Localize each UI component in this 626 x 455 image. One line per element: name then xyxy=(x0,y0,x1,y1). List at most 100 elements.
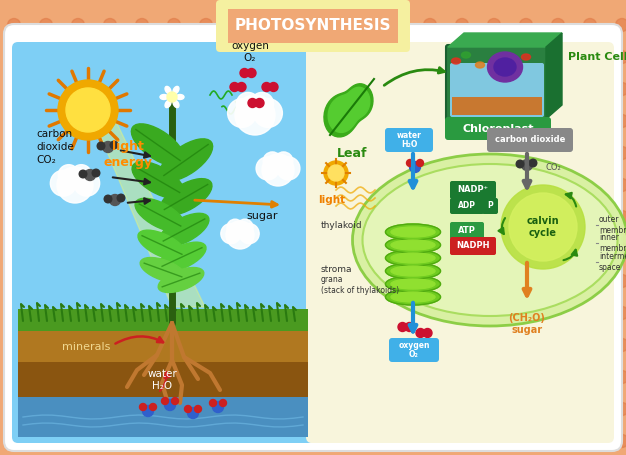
Circle shape xyxy=(104,195,112,203)
Text: minerals: minerals xyxy=(62,342,110,352)
Circle shape xyxy=(226,221,254,249)
Circle shape xyxy=(552,307,565,319)
Circle shape xyxy=(262,82,271,91)
FancyBboxPatch shape xyxy=(12,42,314,443)
Circle shape xyxy=(615,339,626,352)
Circle shape xyxy=(71,82,85,96)
Circle shape xyxy=(615,243,626,256)
Circle shape xyxy=(232,178,245,192)
Circle shape xyxy=(488,403,501,415)
Circle shape xyxy=(97,142,105,150)
Circle shape xyxy=(398,323,407,332)
Ellipse shape xyxy=(160,139,213,181)
Circle shape xyxy=(424,211,436,223)
Circle shape xyxy=(583,243,597,256)
Circle shape xyxy=(552,147,565,160)
Ellipse shape xyxy=(132,162,184,198)
Ellipse shape xyxy=(158,242,206,272)
Circle shape xyxy=(520,211,533,223)
Circle shape xyxy=(200,435,212,448)
Circle shape xyxy=(103,435,116,448)
Circle shape xyxy=(456,243,468,256)
Text: light: light xyxy=(319,195,346,205)
Circle shape xyxy=(456,178,468,192)
Circle shape xyxy=(71,274,85,288)
Circle shape xyxy=(103,370,116,384)
Circle shape xyxy=(456,211,468,223)
Circle shape xyxy=(391,370,404,384)
Circle shape xyxy=(168,274,180,288)
Circle shape xyxy=(295,19,309,31)
Circle shape xyxy=(615,370,626,384)
Circle shape xyxy=(39,307,53,319)
FancyBboxPatch shape xyxy=(450,198,484,214)
Circle shape xyxy=(103,178,116,192)
Text: CO₂: CO₂ xyxy=(545,162,561,172)
Circle shape xyxy=(264,178,277,192)
Circle shape xyxy=(103,211,116,223)
Circle shape xyxy=(103,142,113,152)
Circle shape xyxy=(405,323,414,332)
Circle shape xyxy=(391,274,404,288)
Circle shape xyxy=(135,435,148,448)
Circle shape xyxy=(71,115,85,127)
Circle shape xyxy=(71,307,85,319)
Circle shape xyxy=(103,274,116,288)
FancyBboxPatch shape xyxy=(389,338,439,362)
Circle shape xyxy=(39,19,53,31)
Circle shape xyxy=(295,307,309,319)
Circle shape xyxy=(168,243,180,256)
Circle shape xyxy=(232,19,245,31)
Circle shape xyxy=(583,274,597,288)
Circle shape xyxy=(520,147,533,160)
Circle shape xyxy=(520,82,533,96)
Circle shape xyxy=(583,370,597,384)
Text: calvin
cycle: calvin cycle xyxy=(526,216,559,238)
Circle shape xyxy=(488,211,501,223)
Text: oxygen
O₂: oxygen O₂ xyxy=(231,41,269,63)
Circle shape xyxy=(264,370,277,384)
Circle shape xyxy=(168,51,180,64)
Circle shape xyxy=(39,115,53,127)
Circle shape xyxy=(327,19,341,31)
Circle shape xyxy=(416,329,425,338)
Circle shape xyxy=(188,408,198,419)
Circle shape xyxy=(135,403,148,415)
Circle shape xyxy=(295,147,309,160)
Text: ATP: ATP xyxy=(458,226,476,235)
Text: inner
membrane: inner membrane xyxy=(599,233,626,253)
Circle shape xyxy=(327,307,341,319)
Circle shape xyxy=(135,147,148,160)
Circle shape xyxy=(327,147,341,160)
Circle shape xyxy=(488,178,501,192)
Circle shape xyxy=(295,339,309,352)
Circle shape xyxy=(256,157,279,180)
Circle shape xyxy=(520,274,533,288)
Circle shape xyxy=(424,403,436,415)
Circle shape xyxy=(247,69,256,77)
Ellipse shape xyxy=(451,58,461,64)
Circle shape xyxy=(232,147,245,160)
Circle shape xyxy=(232,403,245,415)
Circle shape xyxy=(8,243,21,256)
Ellipse shape xyxy=(386,250,441,266)
Text: stroma: stroma xyxy=(321,266,352,274)
Circle shape xyxy=(39,370,53,384)
Circle shape xyxy=(359,147,372,160)
Text: grana
(stack of thylakoids): grana (stack of thylakoids) xyxy=(321,275,399,295)
Circle shape xyxy=(488,19,501,31)
Circle shape xyxy=(228,99,257,127)
Circle shape xyxy=(264,274,277,288)
Text: PHOTOSYNTHESIS: PHOTOSYNTHESIS xyxy=(235,19,391,34)
Circle shape xyxy=(552,370,565,384)
Circle shape xyxy=(456,147,468,160)
Circle shape xyxy=(8,339,21,352)
Circle shape xyxy=(200,243,212,256)
Circle shape xyxy=(103,339,116,352)
Circle shape xyxy=(552,339,565,352)
Ellipse shape xyxy=(391,279,435,289)
Polygon shape xyxy=(328,87,370,132)
Circle shape xyxy=(235,95,275,135)
Circle shape xyxy=(232,274,245,288)
Circle shape xyxy=(327,178,341,192)
